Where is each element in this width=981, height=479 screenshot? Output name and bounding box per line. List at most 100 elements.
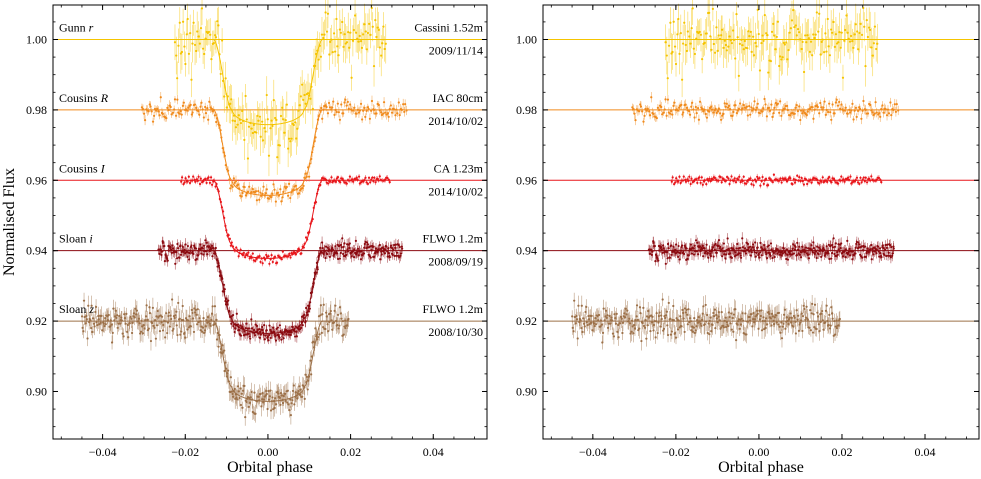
data-point	[365, 48, 368, 51]
band-label-0: Gunn r	[59, 20, 94, 34]
left-y-axis-title: Normalised Flux	[1, 168, 18, 276]
data-point	[231, 313, 235, 317]
data-point	[261, 139, 265, 142]
data-point	[780, 250, 784, 253]
data-point	[844, 106, 847, 109]
data-point	[682, 111, 685, 114]
data-point	[669, 112, 672, 115]
data-point	[850, 109, 853, 112]
data-point	[762, 39, 765, 42]
data-point	[128, 322, 131, 325]
data-point	[188, 181, 192, 185]
data-point	[332, 100, 335, 103]
data-point	[170, 317, 173, 321]
data-point	[727, 45, 730, 48]
data-point	[370, 178, 373, 181]
model-curve-2	[205, 179, 331, 259]
data-point	[854, 106, 858, 109]
data-point	[342, 45, 345, 48]
data-point	[183, 45, 186, 48]
data-point	[831, 246, 835, 249]
data-point	[387, 247, 390, 250]
data-point	[317, 58, 320, 61]
data-point	[854, 252, 857, 255]
data-point	[357, 175, 361, 178]
data-point	[856, 181, 860, 184]
data-point	[664, 41, 667, 44]
data-point	[785, 248, 789, 251]
data-point	[290, 137, 293, 140]
data-point	[711, 245, 715, 249]
data-point	[349, 31, 352, 34]
data-point	[771, 256, 774, 260]
data-point	[732, 179, 735, 183]
data-point	[726, 237, 729, 240]
data-point	[201, 326, 205, 329]
data-point	[304, 172, 307, 175]
data-point	[247, 405, 250, 408]
data-point	[887, 112, 891, 115]
data-point	[262, 333, 265, 336]
data-point	[298, 385, 301, 388]
data-point	[758, 69, 762, 72]
data-point	[393, 108, 396, 111]
data-point	[179, 244, 182, 247]
data-point	[223, 288, 226, 291]
data-point	[829, 111, 832, 114]
data-point	[297, 109, 300, 112]
data-point	[864, 245, 867, 248]
data-point	[666, 257, 669, 260]
data-point	[761, 175, 764, 179]
data-point	[319, 55, 323, 58]
data-point	[372, 245, 375, 248]
data-point	[632, 108, 635, 111]
data-point	[202, 244, 206, 247]
data-point	[824, 32, 827, 35]
data-point	[706, 251, 710, 255]
data-point	[152, 324, 155, 328]
data-point	[761, 110, 764, 113]
data-point	[338, 306, 342, 309]
data-point	[754, 180, 758, 183]
data-point	[263, 324, 266, 327]
data-point	[309, 359, 312, 362]
data-point	[390, 111, 394, 114]
data-point	[263, 126, 266, 130]
data-point	[376, 26, 379, 29]
date-label-0: 2009/11/14	[429, 43, 483, 57]
data-point	[780, 181, 783, 184]
data-point	[355, 31, 358, 34]
data-point	[264, 130, 267, 133]
data-point	[678, 175, 681, 178]
data-point	[830, 28, 833, 31]
data-point	[800, 47, 803, 51]
data-point	[799, 38, 802, 41]
data-point	[191, 250, 194, 254]
data-point	[813, 108, 816, 111]
data-point	[751, 109, 754, 112]
data-point	[334, 304, 337, 307]
data-point	[141, 332, 145, 335]
data-point	[261, 392, 264, 395]
data-point	[238, 396, 241, 400]
data-point	[213, 34, 217, 37]
date-label-2: 2014/10/02	[428, 184, 483, 198]
data-point	[847, 37, 850, 40]
data-point	[642, 120, 645, 123]
data-point	[161, 112, 164, 115]
data-point	[186, 244, 189, 248]
data-point	[139, 332, 142, 335]
data-point	[164, 320, 167, 323]
data-point	[694, 239, 698, 242]
data-point	[151, 321, 154, 325]
data-point	[322, 303, 325, 306]
data-point	[395, 108, 398, 111]
data-point	[272, 408, 275, 411]
data-point	[184, 177, 187, 180]
data-point	[870, 175, 873, 178]
data-point	[239, 403, 243, 407]
data-point	[310, 373, 313, 376]
data-point	[380, 113, 384, 117]
data-point	[383, 47, 386, 51]
data-point	[230, 98, 233, 101]
